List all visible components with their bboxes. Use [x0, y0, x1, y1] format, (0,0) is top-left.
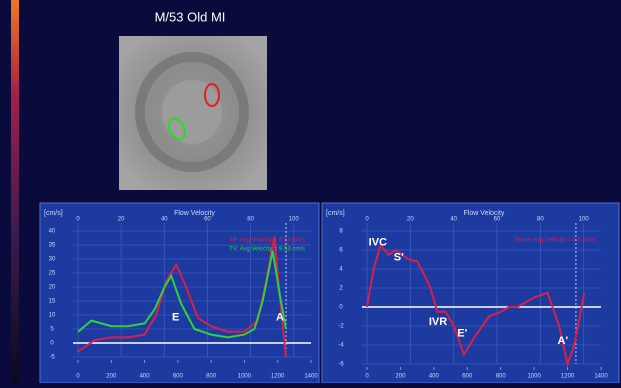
y-tick-label: 30	[49, 257, 56, 263]
y-unit: [cm/s]	[44, 210, 63, 217]
annotation: E	[172, 312, 179, 324]
x-tick-label: 800	[206, 374, 217, 380]
x2-tick-label: 100	[289, 217, 300, 223]
annotation: A	[276, 312, 284, 324]
x2-tick-label: 100	[579, 217, 590, 223]
x-tick-label: 600	[462, 374, 473, 380]
x-tick-label: 400	[429, 374, 440, 380]
x2-tick-label: 60	[204, 217, 211, 223]
y-unit: [cm/s]	[326, 210, 345, 217]
slide: M/53 Old MI [cm/s]Flow Velocity020406080…	[0, 0, 621, 383]
x2-tick-label: 80	[247, 217, 254, 223]
y-tick-label: 25	[49, 271, 56, 277]
chart-background	[322, 203, 619, 383]
accent-bar	[11, 0, 19, 383]
x-tick-label: 1000	[238, 374, 252, 380]
x-tick-label: 400	[140, 374, 151, 380]
legend-entry: Tissue Avg Velocity = 0.5 cm/s	[514, 238, 595, 244]
annotation: S'	[394, 252, 404, 264]
x2-tick-label: 40	[161, 217, 168, 223]
y-tick-label: -2	[338, 324, 344, 330]
chart-background	[40, 203, 319, 383]
x-tick-label: 1200	[561, 374, 575, 380]
x-tick-label: 200	[106, 374, 117, 380]
annotation: E'	[457, 328, 467, 340]
x-tick-label: 1200	[271, 374, 285, 380]
y-tick-label: -6	[338, 362, 344, 368]
annotation: IVR	[429, 316, 447, 328]
x-tick-label: 1400	[594, 374, 608, 380]
x2-tick-label: 20	[407, 217, 414, 223]
x2-tick-label: 60	[494, 217, 501, 223]
x-tick-label: 200	[395, 374, 406, 380]
annotation: A'	[558, 335, 569, 347]
x-tick-label: 600	[173, 374, 184, 380]
x2-tick-label: 80	[537, 217, 544, 223]
y-tick-label: -4	[338, 343, 344, 349]
y-tick-label: -5	[49, 355, 55, 361]
y-tick-label: 40	[49, 229, 56, 235]
y-tick-label: 35	[49, 243, 56, 249]
x-tick-label: 1000	[527, 374, 541, 380]
x2-tick-label: 40	[450, 217, 457, 223]
mri-image	[119, 36, 267, 190]
x2-tick-label: 20	[118, 217, 125, 223]
y-tick-label: 10	[49, 313, 56, 319]
annotation: IVC	[369, 236, 387, 248]
y-tick-label: 20	[49, 285, 56, 291]
slide-title: M/53 Old MI	[155, 9, 226, 24]
x-tick-label: 800	[496, 374, 507, 380]
legend-entry: MI: Avg Velocity = 8.53 cm/s	[230, 238, 305, 244]
x-tick-label: 1400	[304, 374, 318, 380]
legend-entry: TV: Avg Velocity = 9.53 cm/s	[229, 247, 305, 253]
y-tick-label: 15	[49, 299, 56, 305]
